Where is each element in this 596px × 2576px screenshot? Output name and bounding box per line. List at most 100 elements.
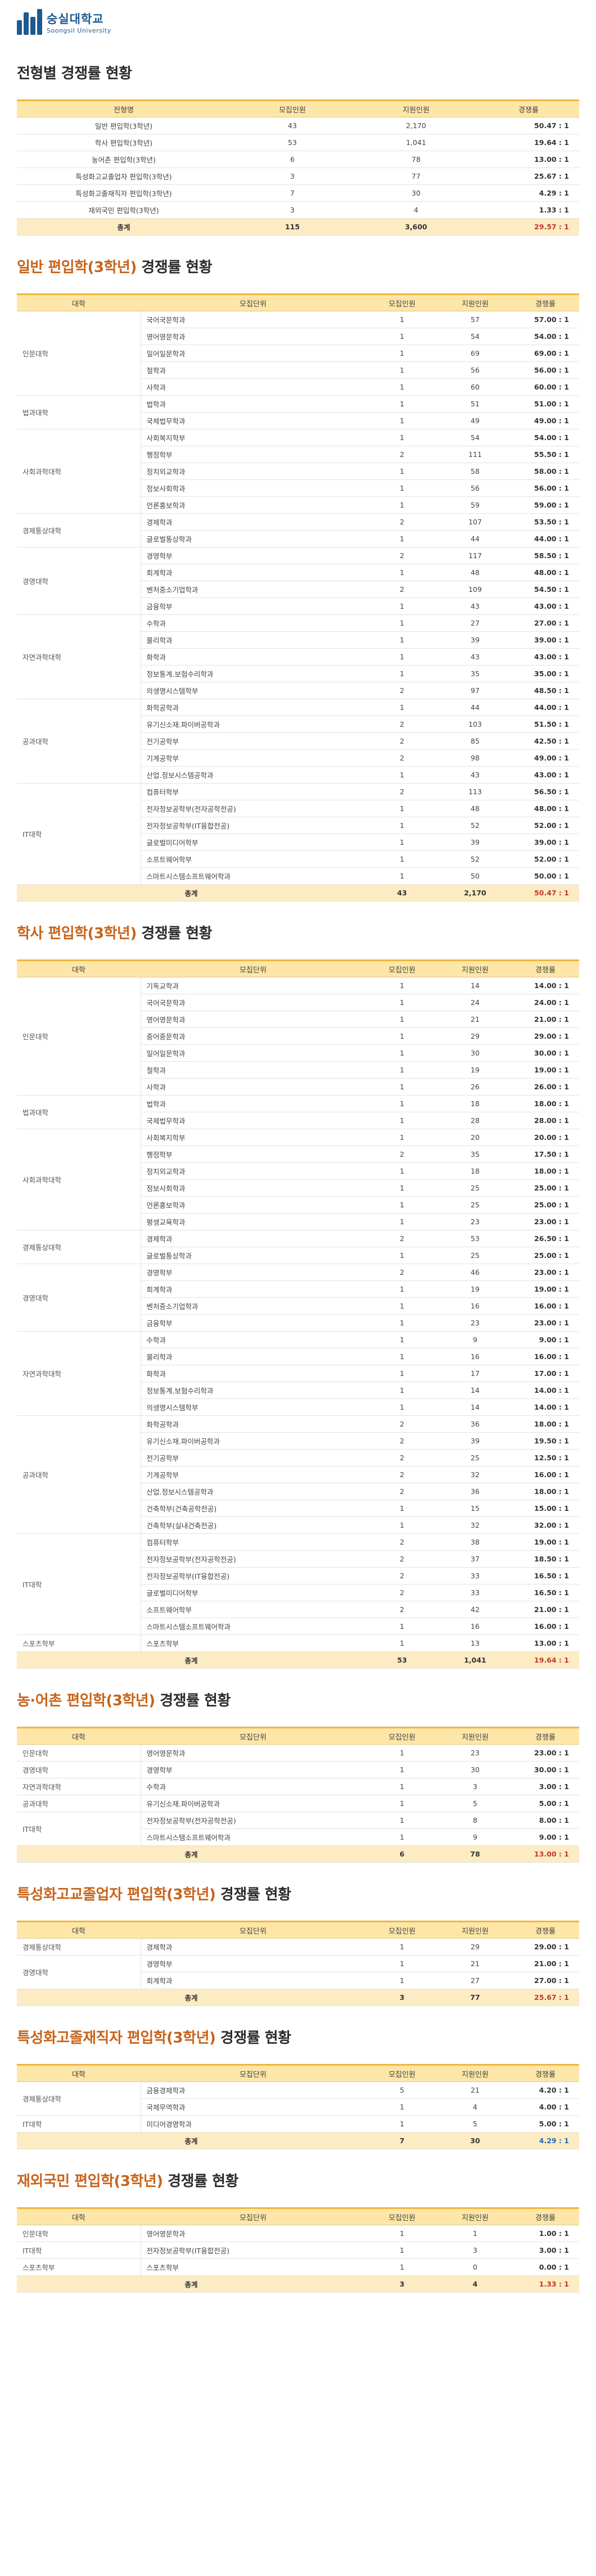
total-ratio: 29.57 : 1	[478, 218, 579, 236]
table-row: IT대학 전자정보공학부(IT융합전공) 1 3 3.00 : 1	[17, 2242, 579, 2259]
applicants: 60	[439, 378, 512, 396]
recruitment-unit: 의생명시스템학부	[141, 682, 365, 699]
table-row: 소프트웨어학부 1 52 52.00 : 1	[17, 850, 579, 868]
recruitment-unit: 미디어경영학과	[141, 2115, 365, 2133]
quota: 2	[365, 716, 439, 733]
competition-ratio: 48.50 : 1	[512, 682, 579, 699]
quota: 2	[365, 1466, 439, 1483]
competition-ratio: 5.00 : 1	[512, 2115, 579, 2133]
recruitment-unit: 경영학부	[141, 1955, 365, 1972]
college-name: 경제통상대학	[17, 1938, 141, 1955]
competition-ratio: 58.50 : 1	[512, 547, 579, 564]
applicants: 4	[354, 201, 478, 219]
recruitment-unit: 행정학부	[141, 446, 365, 463]
total-label: 총계	[17, 1845, 365, 1863]
table-row: 스마트시스템소프트웨어학과 1 9 9.00 : 1	[17, 1828, 579, 1846]
competition-ratio: 44.00 : 1	[512, 530, 579, 547]
quota: 2	[365, 446, 439, 463]
table-row: 정보통계.보험수리학과 1 14 14.00 : 1	[17, 1382, 579, 1399]
table-row: 경제통상대학 경제학과 2 53 26.50 : 1	[17, 1230, 579, 1264]
quota: 1	[365, 345, 439, 362]
quota: 1	[365, 1955, 439, 1972]
competition-ratio: 3.00 : 1	[512, 2242, 579, 2259]
header-row: 대학 모집단위 모집인원 지원인원 경쟁률	[17, 2065, 579, 2082]
total-label: 총계	[17, 884, 365, 902]
total-row: 총계 115 3,600 29.57 : 1	[17, 218, 579, 236]
competition-ratio: 52.00 : 1	[512, 850, 579, 868]
quota: 1	[365, 311, 439, 328]
applicants: 113	[439, 783, 512, 800]
competition-ratio: 26.50 : 1	[512, 1230, 579, 1247]
header-row: 대학 모집단위 모집인원 지원인원 경쟁률	[17, 960, 579, 977]
total-quota: 53	[365, 1651, 439, 1669]
competition-ratio: 51.00 : 1	[512, 395, 579, 413]
competition-ratio: 18.00 : 1	[512, 1095, 579, 1112]
competition-ratio: 25.00 : 1	[512, 1247, 579, 1264]
section-title-accent: 재외국민 편입학(3학년)	[17, 2173, 163, 2190]
table-row: 금융학부 1 43 43.00 : 1	[17, 597, 579, 615]
total-label: 총계	[17, 2275, 365, 2293]
competition-ratio: 54.00 : 1	[512, 429, 579, 446]
competition-ratio: 18.00 : 1	[512, 1415, 579, 1433]
column-header: 지원인원	[439, 1921, 512, 1939]
recruitment-unit: 정치외교학과	[141, 1162, 365, 1180]
quota: 1	[365, 429, 439, 446]
recruitment-unit: 화학과	[141, 1365, 365, 1382]
column-header: 모집단위	[141, 294, 365, 311]
applicants: 4	[439, 2098, 512, 2116]
applicants: 44	[439, 530, 512, 547]
table-row: 글로벌미디어학부 2 33 16.50 : 1	[17, 1584, 579, 1601]
table-row: 기계공학부 2 98 49.00 : 1	[17, 749, 579, 767]
competition-ratio: 17.50 : 1	[512, 1146, 579, 1163]
total-applicants: 78	[439, 1845, 512, 1863]
competition-ratio: 19.00 : 1	[512, 1061, 579, 1079]
quota: 1	[365, 1095, 439, 1112]
college-name: IT대학	[17, 2242, 141, 2259]
applicants: 13	[439, 1635, 512, 1652]
quota: 1	[365, 994, 439, 1011]
quota: 1	[365, 1812, 439, 1829]
applicants: 19	[439, 1280, 512, 1298]
applicants: 8	[439, 1812, 512, 1829]
applicants: 49	[439, 412, 512, 429]
quota: 1	[365, 597, 439, 615]
competition-ratio: 43.00 : 1	[512, 766, 579, 784]
table-row: 전자정보공학부(전자공학전공) 2 37 18.50 : 1	[17, 1550, 579, 1568]
competition-ratio: 35.00 : 1	[512, 665, 579, 682]
total-quota: 3	[365, 2275, 439, 2293]
total-applicants: 3,600	[354, 218, 478, 236]
recruitment-unit: 영어영문학과	[141, 2225, 365, 2242]
competition-ratio: 56.00 : 1	[512, 361, 579, 379]
university-logo[interactable]: 숭실대학교 Soongsil University	[17, 0, 579, 39]
competition-ratio: 27.00 : 1	[512, 614, 579, 632]
recruitment-unit: 언론홍보학과	[141, 1196, 365, 1214]
table-row: 영어영문학과 1 21 21.00 : 1	[17, 1011, 579, 1028]
table-row: 자연과학대학 수학과 1 27 27.00 : 1	[17, 614, 579, 699]
column-header: 지원인원	[439, 294, 512, 311]
table-row: 건축학부(건축공학전공) 1 15 15.00 : 1	[17, 1500, 579, 1517]
recruitment-unit: 전자정보공학부(IT융합전공)	[141, 1567, 365, 1584]
applicants: 23	[439, 1213, 512, 1230]
recruitment-unit: 행정학부	[141, 1146, 365, 1163]
column-header: 경쟁률	[512, 960, 579, 977]
applicants: 54	[439, 429, 512, 446]
applicants: 48	[439, 800, 512, 817]
competition-ratio: 19.00 : 1	[512, 1533, 579, 1551]
applicants: 30	[439, 1044, 512, 1062]
quota: 1	[365, 1196, 439, 1214]
table-row: IT대학 전자정보공학부(전자공학전공) 1 8 8.00 : 1	[17, 1812, 579, 1846]
quota: 2	[365, 732, 439, 750]
table-row: 정보사회학과 1 56 56.00 : 1	[17, 479, 579, 497]
recruitment-unit: 국제법무학과	[141, 1112, 365, 1129]
recruitment-unit: 유기신소재.파이버공학과	[141, 1432, 365, 1450]
section-title-rest: 경쟁률 현황	[136, 259, 213, 276]
table-row: 물리학과 1 16 16.00 : 1	[17, 1348, 579, 1365]
quota: 2	[365, 1146, 439, 1163]
table-row: 벤처중소기업학과 1 16 16.00 : 1	[17, 1297, 579, 1315]
table-row: 국어국문학과 1 24 24.00 : 1	[17, 994, 579, 1011]
table-row: 사회과학대학 사회복지학부 1 54 54.00 : 1	[17, 429, 579, 514]
quota: 43	[231, 117, 354, 134]
total-row: 총계 3 4 1.33 : 1	[17, 2275, 579, 2293]
bachelor-table: 대학 모집단위 모집인원 지원인원 경쟁률 인문대학 기독교학과 1 14 14.00 : 1 국어…	[17, 959, 579, 1669]
recruitment-unit: 화학과	[141, 648, 365, 665]
